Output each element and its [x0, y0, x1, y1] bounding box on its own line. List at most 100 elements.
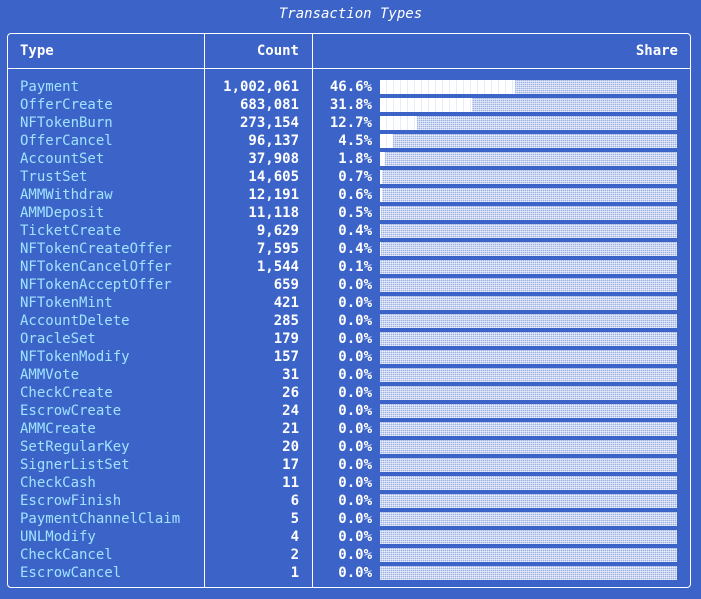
- table-row: NFTokenCancelOffer 1,544 0.1%: [8, 258, 690, 276]
- share-bar-track: [380, 440, 677, 454]
- transaction-share-percent: 0.0%: [338, 277, 372, 293]
- transaction-count: 683,081: [239, 97, 299, 113]
- table-row: CheckCancel 2 0.0%: [8, 546, 690, 564]
- transaction-count: 1,002,061: [223, 79, 299, 95]
- header-divider: [8, 68, 690, 69]
- transaction-count: 37,908: [248, 151, 299, 167]
- transaction-type-label: NFTokenCancelOffer: [20, 259, 172, 275]
- share-bar-track: [380, 296, 677, 310]
- table-row: Payment 1,002,061 46.6%: [8, 78, 690, 96]
- header-type: Type: [20, 43, 54, 59]
- share-bar-track: [380, 476, 677, 490]
- share-bar-track: [380, 458, 677, 472]
- transaction-share-percent: 0.0%: [338, 313, 372, 329]
- share-bar-track: [380, 98, 677, 112]
- transaction-type-label: Payment: [20, 79, 80, 95]
- table-row: OfferCreate 683,081 31.8%: [8, 96, 690, 114]
- table-row: AMMDeposit 11,118 0.5%: [8, 204, 690, 222]
- table-row: AMMWithdraw 12,191 0.6%: [8, 186, 690, 204]
- transaction-count: 179: [273, 331, 299, 347]
- transaction-type-label: NFTokenCreateOffer: [20, 241, 172, 257]
- share-bar-track: [380, 368, 677, 382]
- share-bar-track: [380, 80, 677, 94]
- transaction-count: 12,191: [248, 187, 299, 203]
- transaction-type-label: AccountDelete: [20, 313, 130, 329]
- transaction-type-label: SignerListSet: [20, 457, 130, 473]
- share-bar-fill: [380, 224, 381, 238]
- share-bar-fill: [380, 170, 382, 184]
- transaction-type-label: NFTokenAcceptOffer: [20, 277, 172, 293]
- transaction-share-percent: 0.0%: [338, 439, 372, 455]
- transaction-share-percent: 0.1%: [338, 259, 372, 275]
- table-row: PaymentChannelClaim 5 0.0%: [8, 510, 690, 528]
- transaction-count: 4: [290, 529, 299, 545]
- table-row: OracleSet 179 0.0%: [8, 330, 690, 348]
- transaction-type-label: CheckCancel: [20, 547, 113, 563]
- share-bar-track: [380, 116, 677, 130]
- transaction-type-label: CheckCash: [20, 475, 96, 491]
- share-bar-track: [380, 170, 677, 184]
- transaction-type-label: AMMWithdraw: [20, 187, 113, 203]
- transaction-type-label: OracleSet: [20, 331, 96, 347]
- transaction-share-percent: 12.7%: [329, 115, 372, 131]
- transaction-count: 285: [273, 313, 299, 329]
- transaction-count: 31: [282, 367, 299, 383]
- share-bar-track: [380, 548, 677, 562]
- transaction-share-percent: 0.0%: [338, 547, 372, 563]
- table-row: SetRegularKey 20 0.0%: [8, 438, 690, 456]
- table-row: EscrowCreate 24 0.0%: [8, 402, 690, 420]
- share-bar-track: [380, 260, 677, 274]
- table-row: EscrowCancel 1 0.0%: [8, 564, 690, 582]
- transaction-share-percent: 0.5%: [338, 205, 372, 221]
- share-bar-track: [380, 350, 677, 364]
- transaction-count: 2: [290, 547, 299, 563]
- share-bar-fill: [380, 242, 381, 256]
- transaction-count: 20: [282, 439, 299, 455]
- share-bar-fill: [380, 206, 381, 220]
- transaction-share-percent: 0.0%: [338, 421, 372, 437]
- transaction-share-percent: 0.0%: [338, 457, 372, 473]
- transaction-share-percent: 0.0%: [338, 349, 372, 365]
- transaction-count: 659: [273, 277, 299, 293]
- transaction-type-label: AMMDeposit: [20, 205, 105, 221]
- share-bar-fill: [380, 152, 385, 166]
- share-bar-track: [380, 422, 677, 436]
- share-bar-track: [380, 386, 677, 400]
- transaction-count: 17: [282, 457, 299, 473]
- transaction-count: 96,137: [248, 133, 299, 149]
- transaction-type-label: EscrowCancel: [20, 565, 122, 581]
- transaction-count: 11: [282, 475, 299, 491]
- share-bar-fill: [380, 80, 515, 94]
- transaction-share-percent: 0.0%: [338, 529, 372, 545]
- transaction-share-percent: 0.4%: [338, 241, 372, 257]
- share-bar-track: [380, 188, 677, 202]
- transaction-share-percent: 1.8%: [338, 151, 372, 167]
- transaction-count: 6: [290, 493, 299, 509]
- share-bar-track: [380, 206, 677, 220]
- share-bar-track: [380, 134, 677, 148]
- share-bar-track: [380, 530, 677, 544]
- transaction-share-percent: 4.5%: [338, 133, 372, 149]
- header-count: Count: [256, 43, 299, 59]
- transaction-count: 11,118: [248, 205, 299, 221]
- transaction-count: 5: [290, 511, 299, 527]
- table-row: UNLModify 4 0.0%: [8, 528, 690, 546]
- table-row: TrustSet 14,605 0.7%: [8, 168, 690, 186]
- transaction-type-label: EscrowFinish: [20, 493, 122, 509]
- share-bar-fill: [380, 134, 393, 148]
- header-share: Share: [635, 43, 678, 59]
- transaction-count: 24: [282, 403, 299, 419]
- transaction-type-label: AMMCreate: [20, 421, 96, 437]
- transaction-count: 26: [282, 385, 299, 401]
- transaction-type-label: OfferCancel: [20, 133, 113, 149]
- transaction-type-label: TicketCreate: [20, 223, 122, 239]
- share-bar-fill: [380, 98, 472, 112]
- transaction-count: 273,154: [239, 115, 299, 131]
- transaction-share-percent: 0.4%: [338, 223, 372, 239]
- transaction-count: 9,629: [256, 223, 299, 239]
- transaction-count: 1,544: [256, 259, 299, 275]
- table-row: NFTokenBurn 273,154 12.7%: [8, 114, 690, 132]
- column-divider-count-share: [312, 34, 313, 587]
- share-bar-track: [380, 332, 677, 346]
- table-row: OfferCancel 96,137 4.5%: [8, 132, 690, 150]
